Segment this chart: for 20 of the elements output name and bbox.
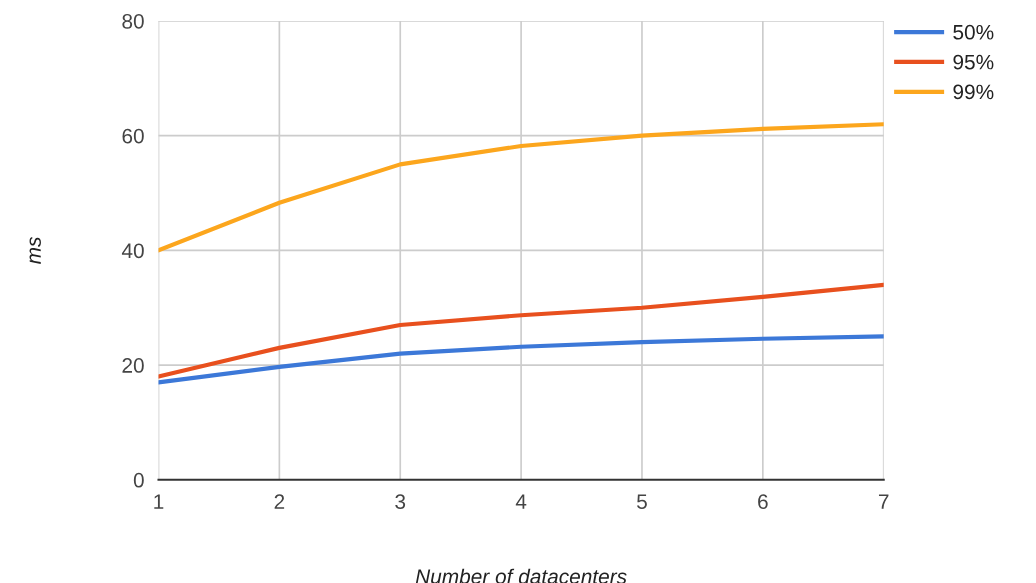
legend-label: 95% [953, 54, 994, 70]
x-tick-label: 2 [274, 494, 285, 509]
x-tick-label: 5 [637, 494, 647, 509]
y-tick-label: 60 [122, 128, 144, 144]
line-series [158, 122, 884, 253]
x-tick-label: 1 [154, 494, 164, 509]
x-tick-label: 3 [395, 494, 406, 509]
y-axis-title: ms [29, 236, 41, 264]
x-tick-label: 6 [758, 494, 768, 509]
y-tick-label: 20 [122, 358, 144, 373]
line-series [158, 334, 884, 385]
x-tick-label: 7 [878, 494, 889, 509]
y-tick-label: 80 [122, 13, 144, 29]
x-tick-label: 4 [515, 494, 527, 509]
legend-label: 99% [953, 84, 994, 100]
x-axis-title: Number of datacenters [415, 568, 627, 583]
line-series [158, 282, 884, 379]
legend-label: 50% [953, 24, 994, 40]
y-tick-label: 0 [133, 472, 144, 488]
y-tick-label: 40 [121, 243, 144, 259]
